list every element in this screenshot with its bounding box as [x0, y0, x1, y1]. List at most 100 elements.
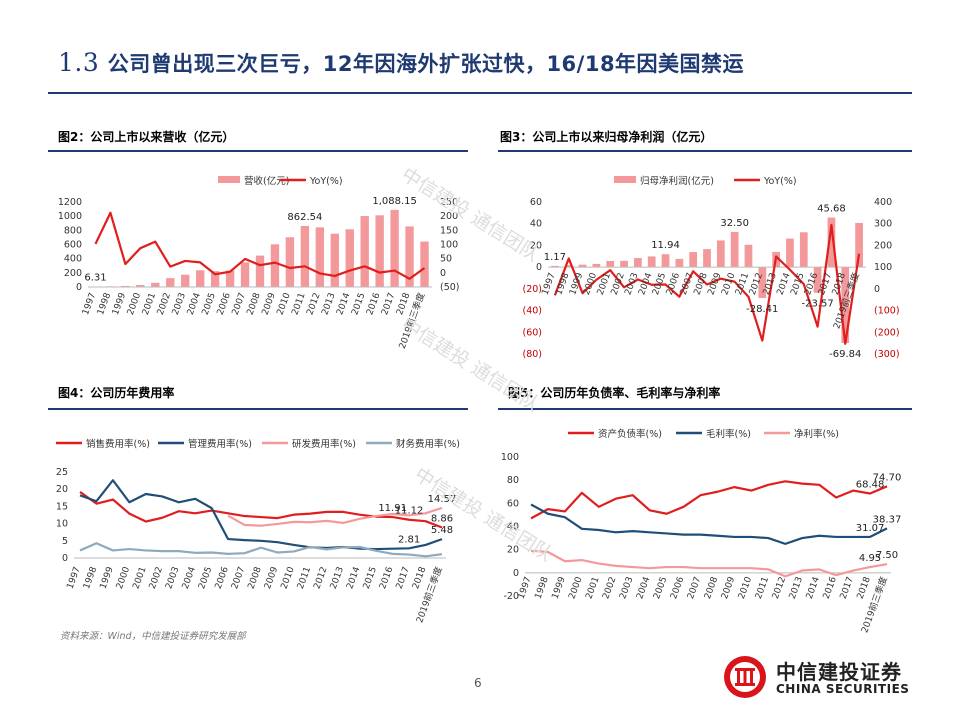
fig3-right-tick: 400 [874, 197, 892, 208]
fig5-legend-0-label: 资产负债率(%) [598, 428, 662, 440]
fig5-title: 图5：公司历年负债率、毛利率与净利率 [508, 386, 721, 400]
fig3-left-tick: 20 [530, 240, 542, 251]
fig2-bar [240, 262, 250, 287]
fig5-x-tick: 2017 [839, 576, 856, 601]
fig2-right-tick: 150 [440, 225, 458, 236]
fig2-bar [225, 270, 235, 287]
fig4-y-tick: 0 [62, 553, 68, 564]
fig2-left-tick: 200 [64, 268, 82, 279]
fig4-legend-1-label: 管理费用率(%) [188, 438, 252, 450]
fig2-legend-bar-label: 营收(亿元) [244, 175, 289, 187]
fig2-bar [151, 282, 160, 287]
page-title: 1.3 公司曾出现三次巨亏，12年因海外扩张过快，16/18年因美国禁运 [58, 48, 744, 78]
fig2-bar [195, 270, 205, 287]
fig4-rule [48, 408, 468, 410]
fig5-x-tick: 1997 [517, 576, 534, 601]
fig4-data-label: 14.57 [428, 494, 457, 505]
fig2-bar [330, 233, 339, 287]
fig2-data-label: 862.54 [287, 212, 322, 223]
fig4-legend-0-label: 销售费用率(%) [86, 438, 150, 450]
fig4-legend-3-label: 财务费用率(%) [396, 438, 460, 450]
fig3-right-tick: (200) [874, 327, 900, 338]
fig4-x-tick: 2015 [362, 566, 379, 591]
fig4-x-tick: 2017 [395, 566, 412, 591]
fig4-x-tick: 2018 [411, 565, 428, 590]
fig5-x-tick: 2011 [754, 576, 771, 601]
fig3-data-label: 45.68 [817, 204, 846, 215]
fig3-title: 图3：公司上市以来归母净利润（亿元） [500, 130, 713, 144]
fig4-x-tick: 2001 [131, 566, 148, 591]
fig2-left-tick: 1200 [58, 197, 82, 208]
fig4-x-tick: 2009 [263, 565, 280, 590]
fig5-x-tick: 2005 [652, 576, 669, 601]
fig4-y-tick: 5 [62, 536, 68, 547]
fig5-x-tick: 1998 [534, 575, 551, 600]
fig3-right-tick: 0 [874, 284, 880, 295]
logo-cn-text: 中信建投证券 [776, 660, 902, 684]
fig3-data-label: 11.94 [651, 240, 680, 251]
fig2-bar [405, 226, 414, 287]
fig3-left-tick: 60 [530, 197, 542, 208]
fig3-data-label: -69.84 [829, 349, 861, 360]
page-number: 6 [474, 676, 482, 690]
fig5-data-label: 38.37 [873, 514, 902, 525]
fig3-bar [592, 263, 601, 268]
fig2-right-tick: (50) [440, 282, 460, 293]
fig3-left-tick: 0 [536, 262, 542, 273]
fig4-data-label: 8.86 [431, 514, 453, 525]
fig4-x-tick: 2014 [345, 565, 362, 590]
fig2-left-tick: 400 [64, 254, 82, 265]
fig4-x-tick: 2007 [230, 566, 247, 591]
fig4-x-tick: 2000 [115, 565, 132, 590]
fig4-x-tick: 2006 [214, 565, 231, 590]
fig4-x-tick: 2012 [312, 566, 329, 591]
fig4-y-tick: 20 [56, 484, 68, 495]
fig5-y-tick: 80 [507, 475, 519, 486]
fig4-title: 图4：公司历年费用率 [58, 386, 175, 400]
title-rule [48, 92, 912, 94]
fig2-bar [390, 209, 399, 287]
fig5-series-line-0 [530, 480, 888, 520]
fig5-x-tick: 2007 [686, 576, 703, 601]
fig5-x-tick: 2003 [618, 576, 635, 601]
fig2-bar [360, 216, 369, 287]
fig4-y-tick: 10 [56, 519, 68, 530]
fig4-data-label: 5.48 [431, 525, 453, 536]
fig5-x-tick: 2002 [601, 576, 618, 601]
fig4-x-tick: 2011 [296, 566, 313, 591]
fig2-bar [285, 237, 295, 287]
fig5-data-label: 4.95 [859, 553, 881, 564]
fig3-bar [716, 240, 725, 268]
fig5-x-tick: 2004 [635, 575, 652, 600]
fig4-series-line-1 [79, 479, 443, 551]
fig5-data-label: 68.48 [856, 480, 885, 491]
fig4-y-tick: 15 [56, 501, 68, 512]
fig5-x-tick: 2008 [703, 575, 720, 600]
fig2-data-label: 1,088.15 [372, 196, 417, 207]
fig4-data-label: 11.12 [395, 506, 424, 517]
fig2-right-tick: 50 [440, 254, 452, 265]
fig3-bar [855, 222, 863, 268]
fig3-bar [578, 264, 587, 268]
fig3-bar [730, 231, 739, 268]
fig2-bar [210, 271, 220, 287]
page-title-number: 1.3 [58, 48, 100, 77]
logo-emblem-icon [724, 656, 766, 698]
fig5-y-tick: 100 [501, 452, 519, 463]
fig5-legend-1-label: 毛利率(%) [706, 428, 751, 440]
fig3-bar [647, 256, 656, 268]
fig4-legend-2-label: 研发费用率(%) [292, 438, 356, 450]
fig5-x-tick: 2014 [805, 575, 822, 600]
fig3-data-label: -23.57 [801, 299, 833, 310]
fig3-bar [551, 265, 559, 268]
fig3-bar [661, 254, 670, 268]
fig3-bar [564, 265, 573, 268]
fig3-legend-bar-swatch [614, 176, 636, 183]
fig3-right-tick: (100) [874, 306, 900, 317]
fig2-left-tick: 0 [76, 282, 82, 293]
fig5-x-tick: 2012 [771, 576, 788, 601]
fig5-x-tick: 2000 [567, 575, 584, 600]
fig2-right-tick: 0 [440, 268, 446, 279]
fig4-x-tick: 2008 [247, 565, 264, 590]
